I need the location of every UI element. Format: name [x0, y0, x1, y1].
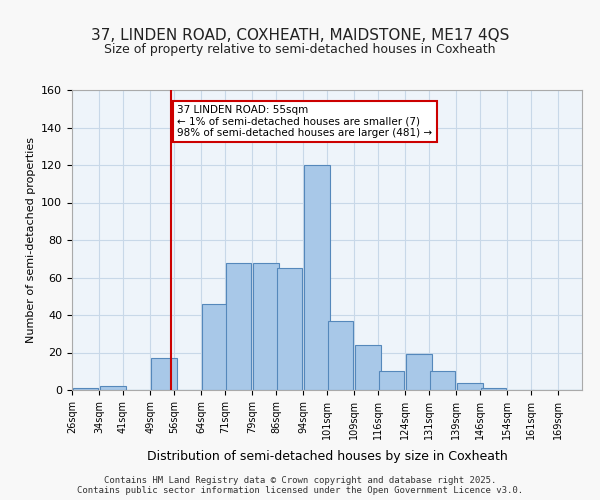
Bar: [151, 358, 176, 390]
X-axis label: Distribution of semi-detached houses by size in Coxheath: Distribution of semi-detached houses by …: [146, 450, 508, 463]
Bar: [277, 268, 302, 390]
Bar: [226, 262, 251, 390]
Bar: [202, 304, 227, 390]
Text: Contains HM Land Registry data © Crown copyright and database right 2025.
Contai: Contains HM Land Registry data © Crown c…: [77, 476, 523, 495]
Bar: [430, 371, 455, 390]
Bar: [457, 382, 482, 390]
Bar: [253, 262, 278, 390]
Y-axis label: Number of semi-detached properties: Number of semi-detached properties: [26, 137, 35, 343]
Bar: [379, 371, 404, 390]
Bar: [100, 386, 125, 390]
Bar: [406, 354, 431, 390]
Text: Size of property relative to semi-detached houses in Coxheath: Size of property relative to semi-detach…: [104, 42, 496, 56]
Text: 37, LINDEN ROAD, COXHEATH, MAIDSTONE, ME17 4QS: 37, LINDEN ROAD, COXHEATH, MAIDSTONE, ME…: [91, 28, 509, 42]
Bar: [328, 320, 353, 390]
Bar: [355, 345, 380, 390]
Bar: [73, 388, 98, 390]
Text: 37 LINDEN ROAD: 55sqm
← 1% of semi-detached houses are smaller (7)
98% of semi-d: 37 LINDEN ROAD: 55sqm ← 1% of semi-detac…: [178, 105, 433, 138]
Bar: [304, 165, 329, 390]
Bar: [481, 388, 506, 390]
